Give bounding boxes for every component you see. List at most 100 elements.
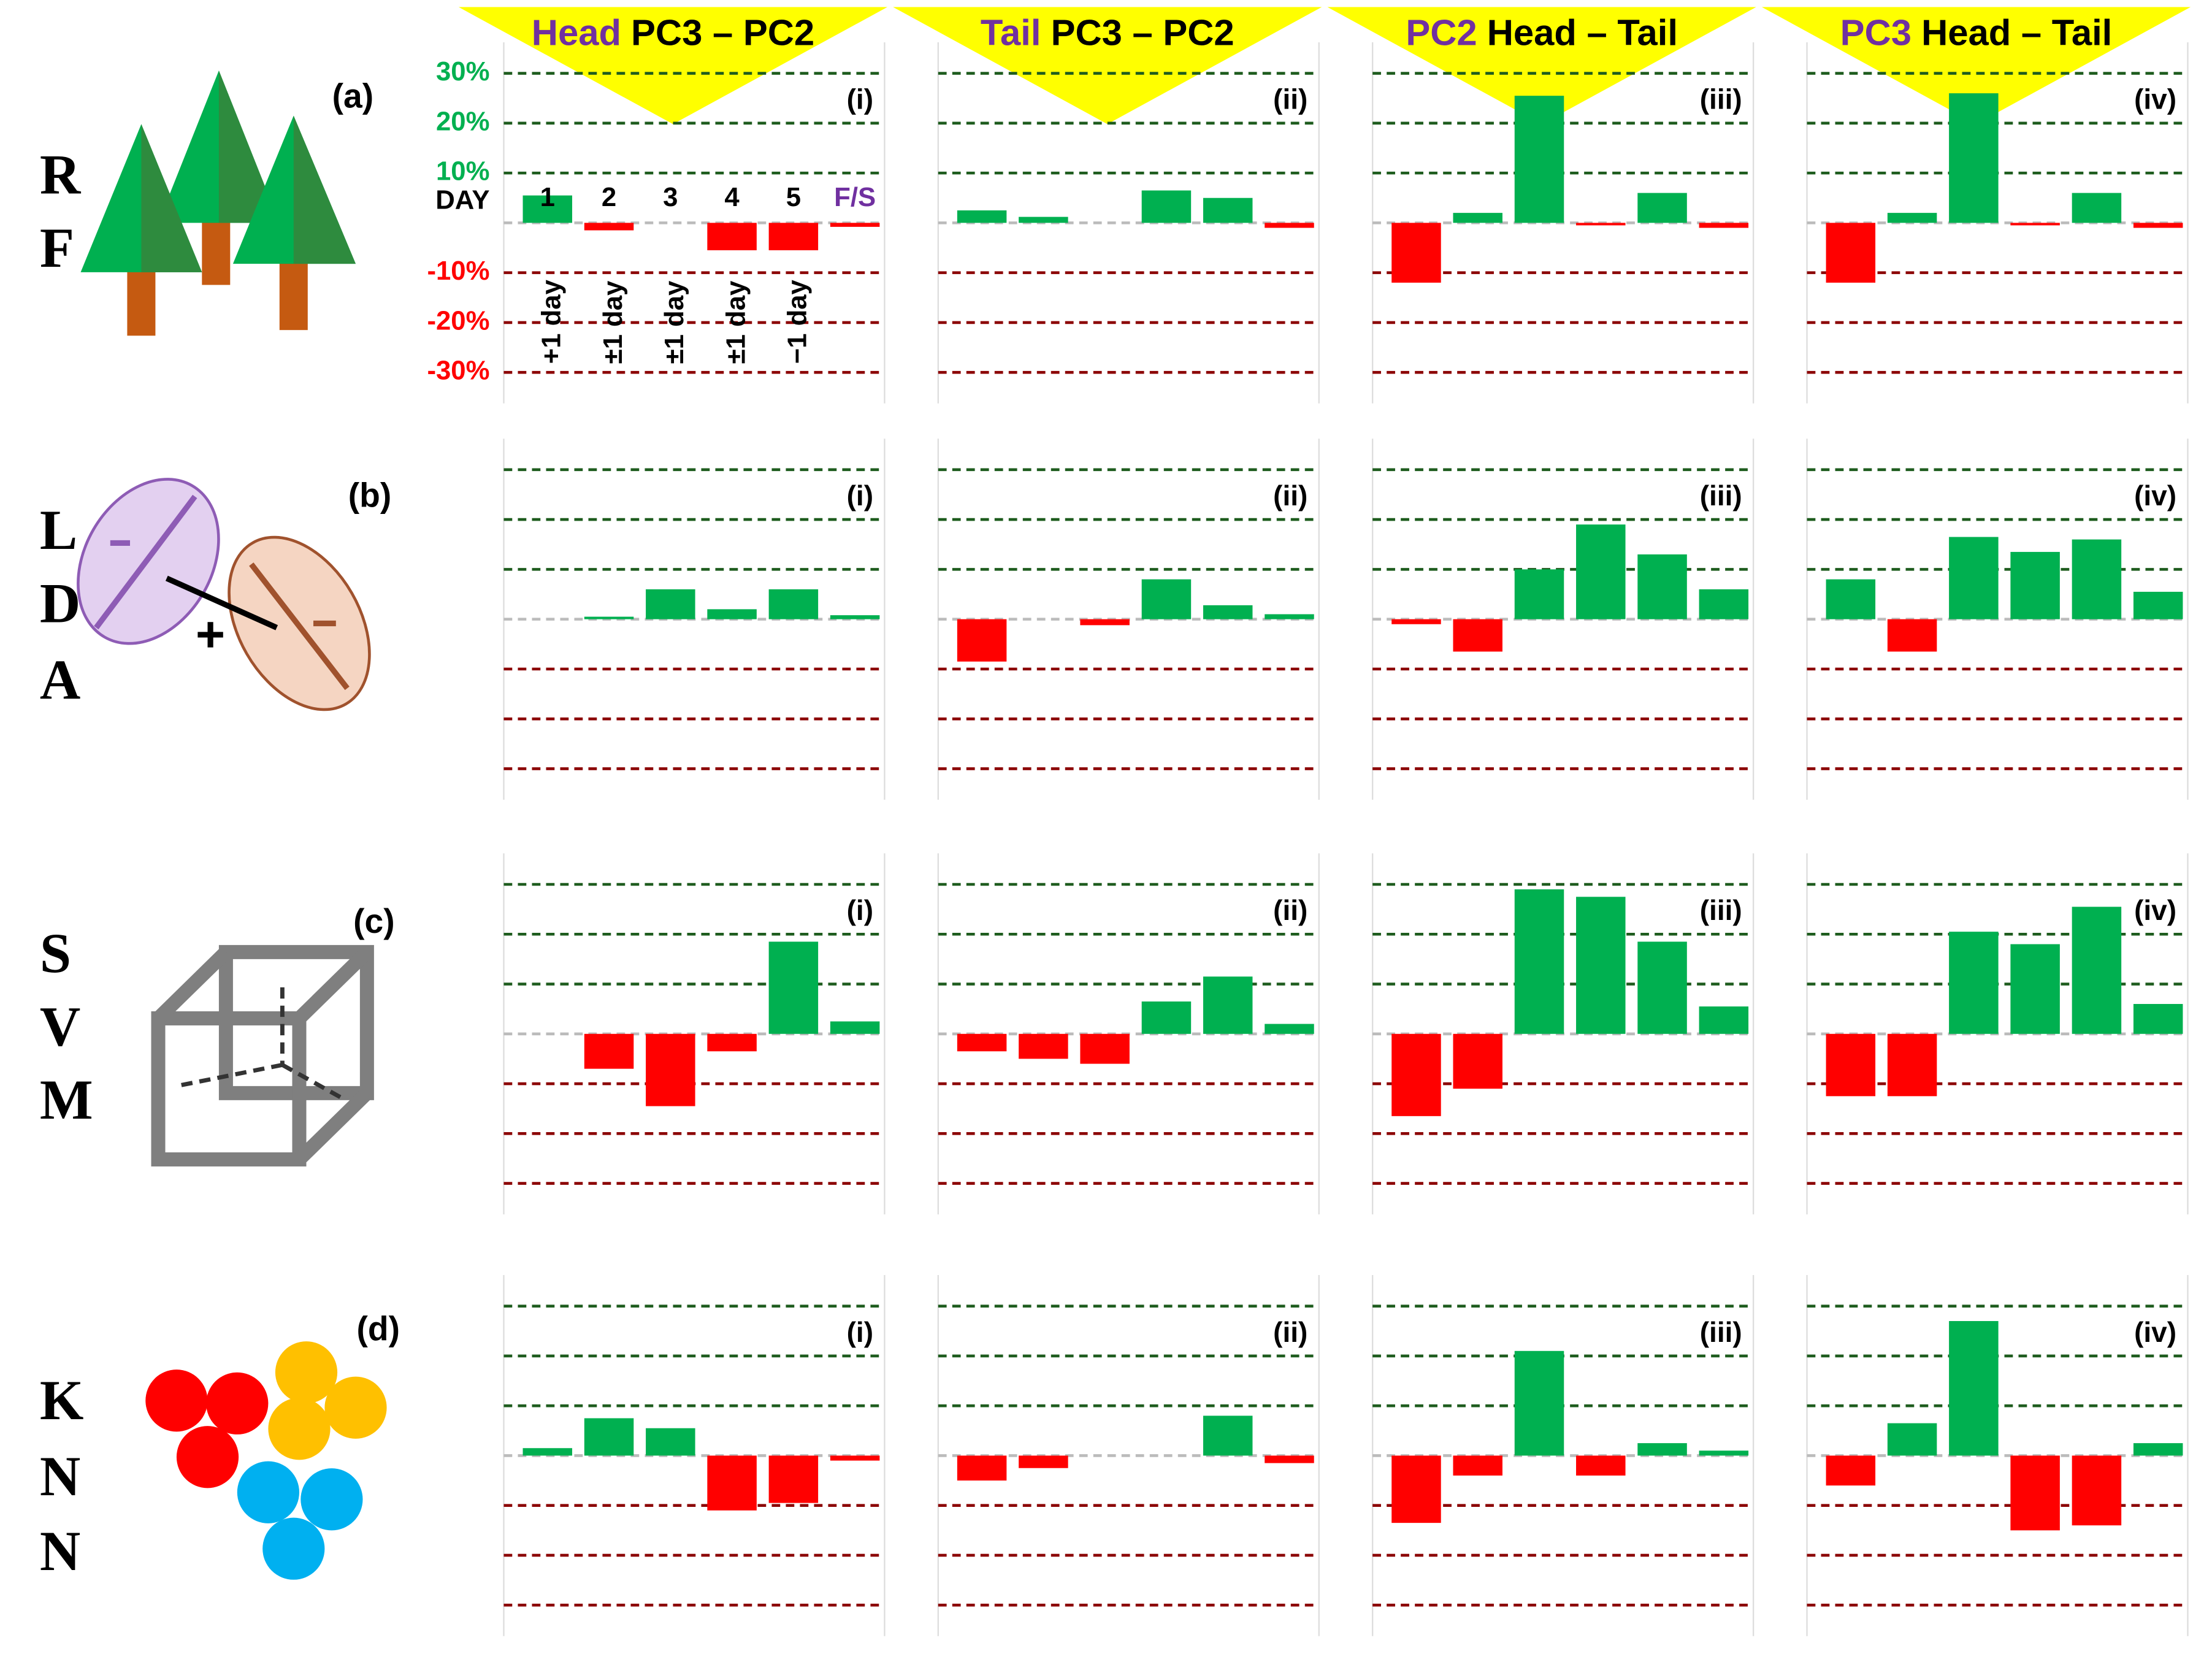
bar	[1203, 976, 1253, 1034]
column-title-part: Head – Tail	[1921, 12, 2112, 53]
tree-icon	[80, 70, 356, 336]
y-tick-label: 20%	[436, 106, 489, 136]
panel-letter: (a)	[332, 77, 373, 115]
bar	[1826, 579, 1876, 619]
panel-label: (iii)	[1700, 83, 1742, 115]
bar	[957, 619, 1007, 662]
bar	[957, 1455, 1007, 1481]
bar	[1080, 619, 1130, 626]
bar	[1699, 589, 1749, 619]
bar	[768, 223, 819, 251]
column-title: PC3 Head – Tail	[1840, 12, 2113, 53]
bar	[2010, 223, 2060, 226]
bar	[1887, 619, 1937, 652]
bar	[2133, 223, 2183, 228]
title-banner	[458, 7, 888, 124]
panel-label: (ii)	[1273, 1316, 1307, 1348]
bar	[1949, 1321, 1999, 1456]
bar	[1637, 1443, 1687, 1456]
title-banner	[893, 7, 1322, 124]
y-tick-label: -20%	[427, 305, 489, 335]
bar	[1391, 619, 1441, 624]
bar	[1826, 1033, 1876, 1097]
bar	[1453, 213, 1502, 223]
panel-label: (iv)	[2134, 480, 2176, 511]
window-label: +1 day	[537, 279, 567, 364]
bar	[830, 1021, 880, 1034]
bar	[768, 1455, 819, 1503]
x-tick-label: 3	[663, 182, 678, 212]
column-title-part: PC3	[1840, 12, 1912, 53]
bar	[1637, 193, 1687, 223]
row-letter: L	[40, 499, 77, 561]
column-title-part: Head – Tail	[1487, 12, 1678, 53]
bar	[646, 589, 695, 619]
bar	[1391, 1455, 1441, 1523]
row-letter: F	[40, 216, 74, 279]
bar	[830, 615, 880, 619]
bar	[1514, 569, 1564, 619]
bar	[1576, 1455, 1626, 1476]
bar	[1203, 197, 1253, 223]
bar	[1141, 579, 1192, 619]
panel-label: (i)	[847, 1316, 873, 1348]
bar	[707, 223, 757, 251]
x-tick-label: 2	[602, 182, 616, 212]
bar	[1699, 223, 1749, 228]
bar	[1453, 619, 1502, 652]
panel-label: (ii)	[1273, 894, 1307, 926]
bar	[830, 223, 880, 227]
bar	[2133, 1443, 2183, 1456]
bar	[1265, 1024, 1314, 1034]
bar	[1887, 213, 1937, 223]
x-axis-label: DAY	[435, 185, 489, 215]
bar	[707, 609, 757, 619]
row-letter: K	[40, 1369, 84, 1431]
window-label: −1 day	[783, 279, 813, 364]
column-title-part: PC3 – PC2	[631, 12, 814, 53]
bar	[1141, 1001, 1192, 1034]
row-letter: S	[40, 922, 71, 984]
y-tick-label: 10%	[436, 156, 489, 186]
bar	[1514, 889, 1564, 1034]
bar	[1265, 614, 1314, 619]
bar	[1391, 1033, 1441, 1116]
row-letter: D	[40, 572, 80, 635]
column-title: Tail PC3 – PC2	[981, 12, 1234, 53]
row-letter: N	[40, 1520, 80, 1582]
bar	[2072, 193, 2122, 223]
bar	[2010, 944, 2060, 1034]
panel-letter: (d)	[357, 1310, 400, 1348]
row-letter: A	[40, 648, 80, 711]
bar	[768, 941, 819, 1034]
panel-label: (i)	[847, 480, 873, 511]
title-banner	[1761, 7, 2191, 124]
x-tick-label: 4	[724, 182, 740, 212]
bar	[1019, 1033, 1068, 1059]
bar	[2010, 1455, 2060, 1531]
panel-label: (iii)	[1700, 1316, 1742, 1348]
x-tick-label: 5	[786, 182, 801, 212]
row-letter: V	[40, 995, 80, 1058]
bar	[1637, 941, 1687, 1034]
bar	[707, 1033, 757, 1052]
column-title-part: PC2	[1406, 12, 1477, 53]
bar	[1949, 93, 1999, 223]
bar	[1080, 1033, 1130, 1064]
bar	[1887, 1033, 1937, 1097]
window-label: ±1 day	[598, 280, 628, 364]
bar	[1826, 1455, 1876, 1486]
column-title: Head PC3 – PC2	[532, 12, 814, 53]
panel-letter: (c)	[353, 902, 394, 940]
title-banner	[1327, 7, 1756, 124]
bar	[1576, 897, 1626, 1034]
bar	[707, 1455, 757, 1511]
bar	[768, 589, 819, 619]
bar	[584, 1033, 634, 1069]
y-tick-label: -10%	[427, 256, 489, 286]
bar	[1514, 96, 1564, 223]
bar	[1265, 223, 1314, 228]
bar	[1949, 932, 1999, 1034]
column-title: PC2 Head – Tail	[1406, 12, 1678, 53]
